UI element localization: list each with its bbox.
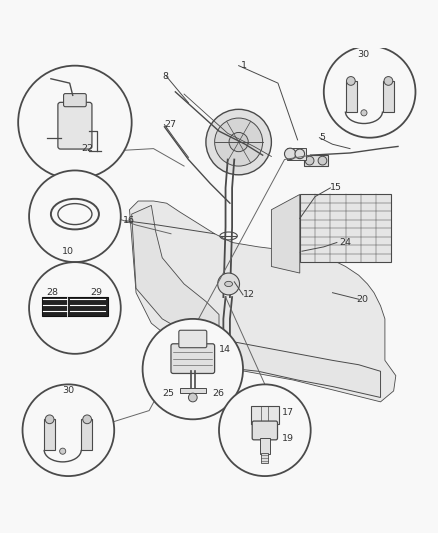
Text: 28: 28 [46,288,59,297]
FancyBboxPatch shape [171,344,215,374]
Text: 16: 16 [123,216,135,225]
Bar [300,195,392,262]
FancyBboxPatch shape [179,330,207,348]
FancyBboxPatch shape [58,102,92,149]
Text: 1: 1 [241,61,247,70]
Polygon shape [272,195,300,273]
Circle shape [361,110,367,116]
Circle shape [18,66,132,179]
Circle shape [143,319,243,419]
Circle shape [45,415,54,424]
Bar [383,81,394,111]
Circle shape [229,133,248,152]
Circle shape [188,393,197,402]
Bar [287,148,306,159]
Circle shape [218,273,240,295]
Text: 26: 26 [212,389,224,398]
Bar [260,438,270,454]
Polygon shape [182,323,381,398]
Text: 20: 20 [357,295,368,304]
Text: 10: 10 [62,247,74,256]
Bar [44,419,55,450]
Polygon shape [130,201,396,402]
FancyBboxPatch shape [64,94,86,107]
Circle shape [346,77,355,85]
Text: 27: 27 [164,120,177,129]
Bar [346,81,357,111]
Bar [42,297,108,316]
Text: 5: 5 [319,133,325,142]
Ellipse shape [225,281,233,287]
Text: 15: 15 [330,183,343,192]
Bar [251,406,279,424]
Circle shape [384,77,393,85]
Circle shape [318,156,327,165]
Text: 25: 25 [162,389,174,398]
Circle shape [324,46,416,138]
Bar [261,454,268,463]
Circle shape [295,149,304,159]
Text: 8: 8 [162,72,168,81]
Text: 12: 12 [243,290,255,300]
Text: 30: 30 [62,386,74,395]
Bar [180,388,206,393]
Circle shape [219,384,311,476]
Circle shape [29,262,121,354]
Text: 22: 22 [81,144,93,153]
Text: 17: 17 [282,408,293,417]
Bar [81,419,92,450]
Text: 29: 29 [90,288,102,297]
Circle shape [206,109,272,175]
Circle shape [60,448,66,454]
Circle shape [22,384,114,476]
FancyBboxPatch shape [252,421,278,440]
Circle shape [305,156,314,165]
Circle shape [215,118,263,166]
Circle shape [29,171,121,262]
Text: 19: 19 [282,434,293,443]
Text: 24: 24 [339,238,351,247]
Text: 14: 14 [219,345,231,354]
Circle shape [83,415,92,424]
Text: 30: 30 [357,50,369,59]
Circle shape [285,148,296,159]
Bar [304,155,328,166]
Polygon shape [132,205,219,350]
